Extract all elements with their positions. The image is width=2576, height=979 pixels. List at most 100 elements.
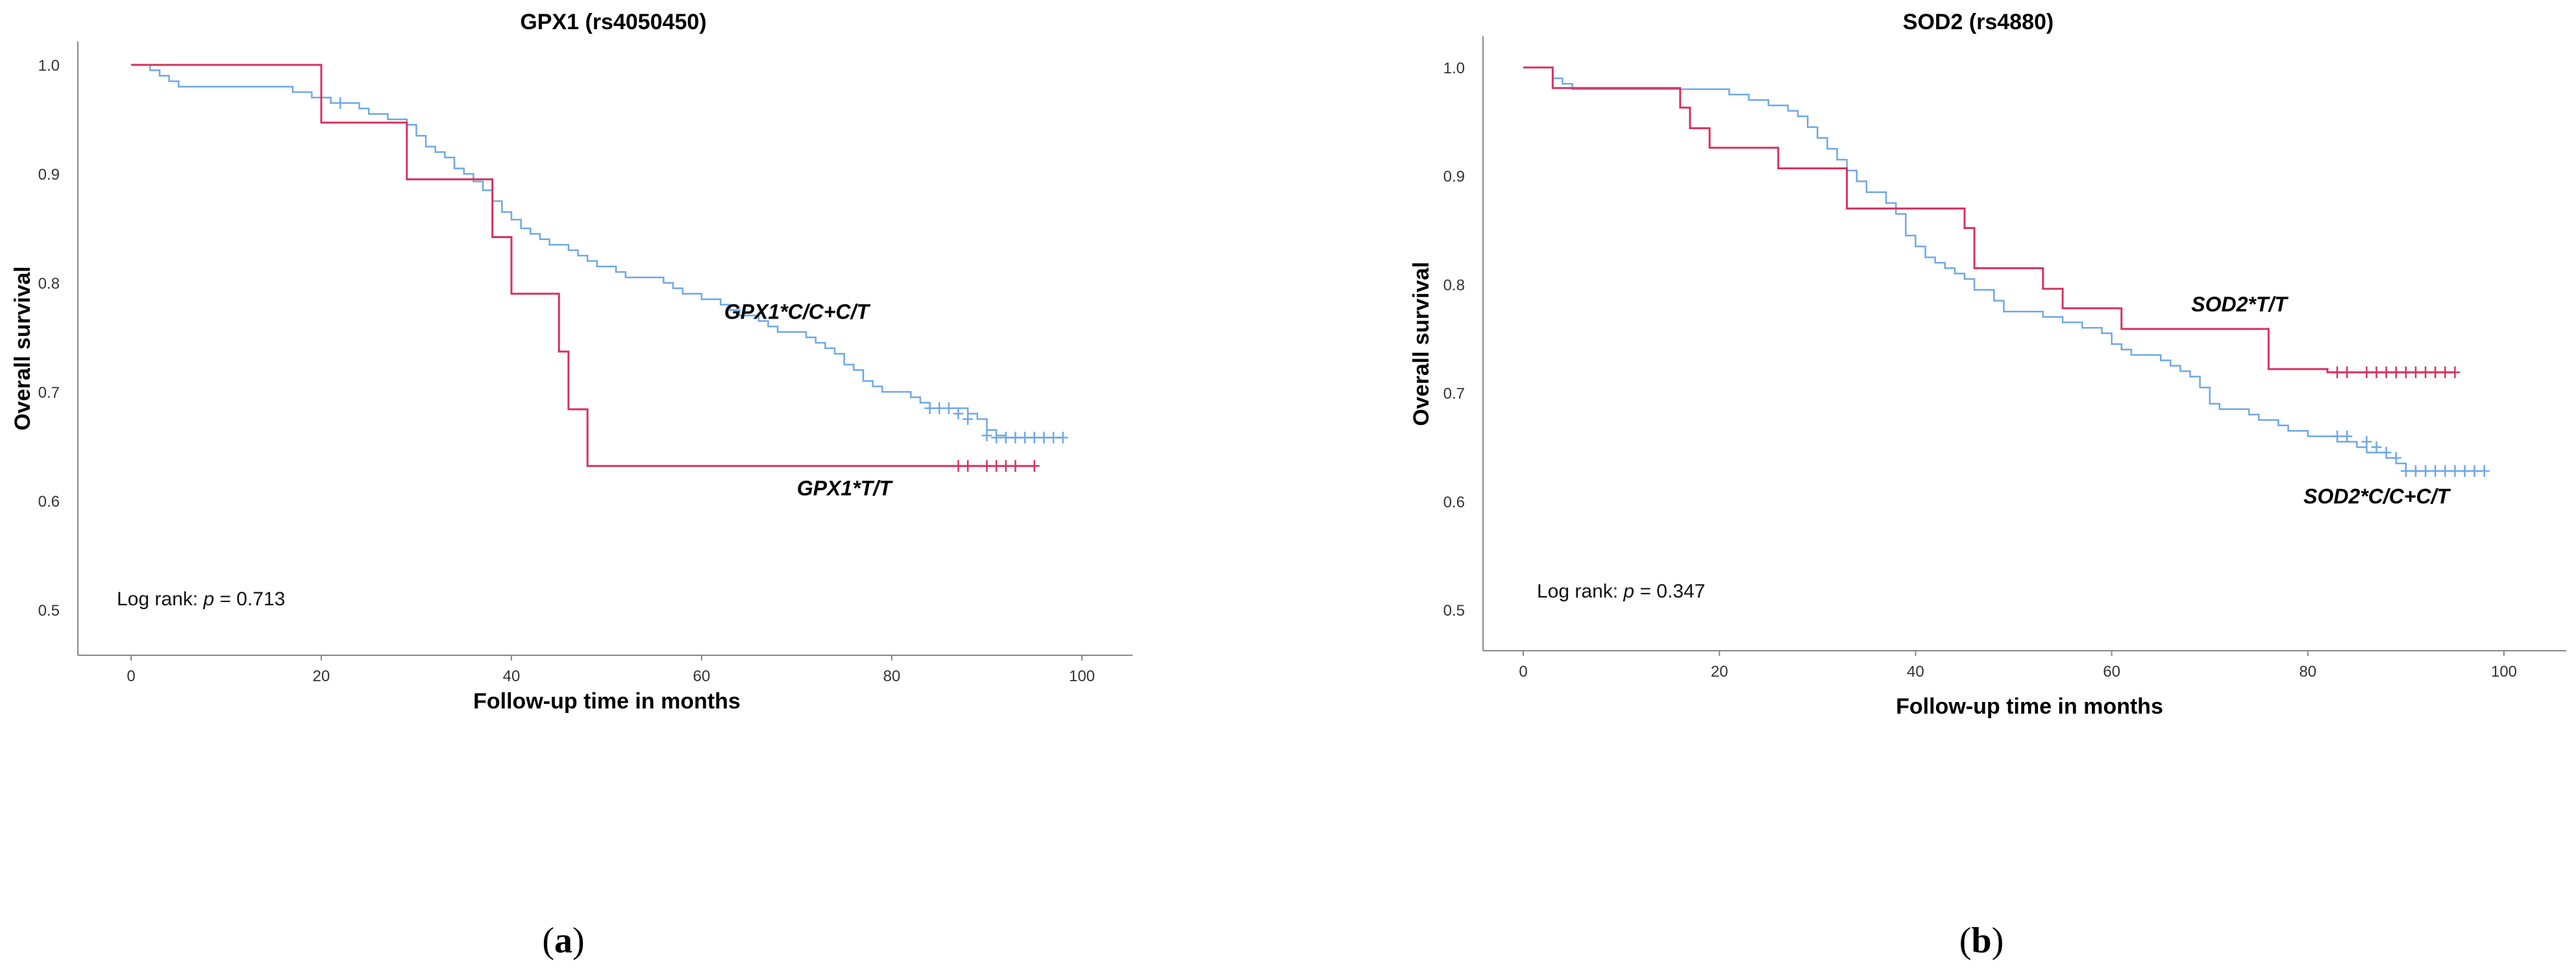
series-line-ref — [1523, 66, 2484, 472]
y-tick-label: 0.7 — [1443, 385, 1465, 403]
y-axis-label: Overall survival — [1409, 261, 1434, 426]
x-tick-label: 60 — [2103, 663, 2120, 681]
y-axis-label: Overall survival — [10, 266, 35, 430]
censor-mark — [2390, 452, 2401, 464]
censor-mark — [1038, 431, 1049, 444]
censor-mark — [2440, 465, 2451, 477]
y-ticks: 0.5 0.6 0.7 0.8 0.9 1.0 — [38, 57, 60, 620]
series-label: GPX1*T/T — [797, 477, 893, 500]
y-ticks: 0.5 0.6 0.7 0.8 0.9 1.0 — [1443, 60, 1465, 620]
x-tick-label: 0 — [1519, 663, 1527, 681]
x-tick-label: 40 — [503, 668, 521, 685]
censor-mark — [943, 402, 954, 415]
censor-mark — [2332, 430, 2343, 442]
censor-mark — [1029, 460, 1040, 472]
censor-mark — [2361, 366, 2372, 378]
censor-mark — [953, 407, 964, 420]
censor-mark — [1057, 431, 1068, 444]
log-rank-annotation: Log rank: p = 0.713 — [117, 588, 285, 610]
censor-mark — [2430, 465, 2441, 477]
censor-mark — [2390, 366, 2401, 378]
censor-mark — [1020, 431, 1031, 444]
censor-mark — [2342, 366, 2353, 378]
censor-mark — [2342, 430, 2353, 442]
panel-b: SOD2 (rs4880) Overall survival Follow-up… — [1288, 0, 2576, 976]
censor-mark — [2449, 465, 2460, 477]
x-tick-label: 100 — [2491, 663, 2517, 681]
y-tick-label: 0.8 — [38, 275, 60, 293]
censor-mark — [963, 460, 974, 472]
log-rank-annotation: Log rank: p = 0.347 — [1537, 581, 1705, 602]
y-tick-label: 0.5 — [38, 602, 60, 620]
x-ticks: 0 20 40 60 80 100 — [1519, 651, 2517, 681]
series-layer: SOD2*C/C+C/T SOD2*T/T — [1523, 66, 2490, 508]
x-ticks: 0 20 40 60 80 100 — [127, 655, 1095, 685]
x-tick-label: 60 — [693, 668, 711, 685]
censor-mark — [963, 413, 974, 425]
y-tick-label: 0.8 — [1443, 276, 1465, 294]
y-tick-label: 0.6 — [1443, 494, 1465, 511]
panel-label: (b) — [1959, 921, 2004, 961]
censor-mark — [2410, 465, 2422, 477]
y-tick-label: 0.9 — [38, 166, 60, 184]
x-axis-label: Follow-up time in months — [473, 689, 741, 714]
censor-mark — [2371, 441, 2382, 453]
y-tick-label: 1.0 — [38, 57, 60, 75]
y-tick-label: 1.0 — [1443, 60, 1465, 77]
censor-mark — [2381, 446, 2392, 459]
x-tick-label: 100 — [1069, 668, 1095, 685]
censor-mark — [991, 431, 1002, 444]
censor-mark — [2361, 435, 2372, 448]
censor-mark — [991, 460, 1002, 472]
censor-mark — [2449, 366, 2460, 378]
km-plot-a: GPX1 (rs4050450) Overall survival Follow… — [10, 10, 1133, 961]
censor-mark — [2381, 366, 2392, 378]
km-plot-b: SOD2 (rs4880) Overall survival Follow-up… — [1409, 10, 2566, 961]
censor-mark — [953, 460, 964, 472]
censor-mark — [981, 429, 992, 442]
censor-mark — [2479, 465, 2490, 477]
series-line-alt — [131, 64, 1035, 467]
censor-mark — [2332, 366, 2343, 378]
censor-mark — [2410, 366, 2422, 378]
censor-mark — [981, 460, 992, 472]
censor-mark — [2420, 465, 2431, 477]
x-axis-label: Follow-up time in months — [1896, 694, 2163, 719]
censor-mark — [2400, 366, 2411, 378]
censor-mark — [335, 97, 346, 109]
censor-mark — [2459, 465, 2470, 477]
censor-mark — [2420, 366, 2431, 378]
series-line-ref — [131, 64, 1063, 439]
y-tick-label: 0.7 — [38, 384, 60, 402]
chart-title: SOD2 (rs4880) — [1903, 10, 2054, 34]
chart-title: GPX1 (rs4050450) — [520, 10, 706, 34]
censor-mark — [924, 402, 935, 415]
panel-label: (a) — [542, 921, 584, 961]
series-layer: GPX1*C/C+C/T GPX1*T/T — [131, 64, 1068, 500]
censor-mark — [1000, 460, 1011, 472]
x-tick-label: 80 — [883, 668, 901, 685]
x-tick-label: 0 — [127, 668, 135, 685]
censor-mark — [934, 402, 945, 415]
series-label: GPX1*C/C+C/T — [724, 300, 871, 323]
series-line-alt — [1523, 66, 2455, 374]
censor-mark — [1000, 431, 1011, 444]
y-tick-label: 0.5 — [1443, 602, 1465, 620]
censor-mark — [2400, 465, 2411, 477]
series-label: SOD2*T/T — [2191, 293, 2288, 316]
y-tick-label: 0.9 — [1443, 168, 1465, 186]
censor-mark — [1048, 431, 1059, 444]
censor-mark — [1029, 431, 1040, 444]
panel-a: GPX1 (rs4050450) Overall survival Follow… — [0, 0, 1288, 976]
censor-mark — [2440, 366, 2451, 378]
x-tick-label: 40 — [1907, 663, 1924, 681]
series-label: SOD2*C/C+C/T — [2303, 485, 2451, 508]
y-tick-label: 0.6 — [38, 493, 60, 511]
censor-mark — [1010, 460, 1021, 472]
x-tick-label: 20 — [313, 668, 330, 685]
x-tick-label: 20 — [1711, 663, 1728, 681]
censor-mark — [1010, 431, 1021, 444]
censor-mark — [2430, 366, 2441, 378]
censor-mark — [2371, 366, 2382, 378]
censor-mark — [2469, 465, 2480, 477]
